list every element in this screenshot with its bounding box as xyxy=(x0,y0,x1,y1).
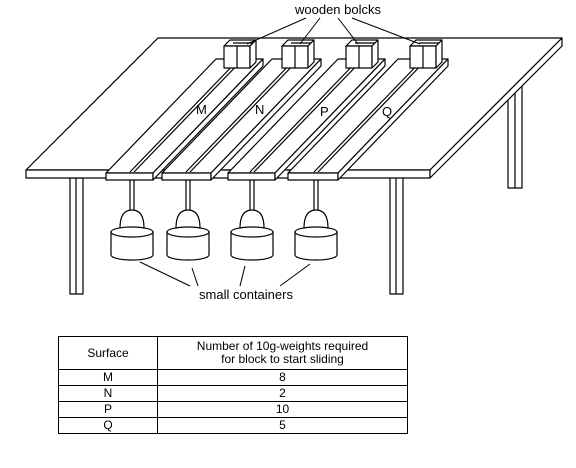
table-row: Q 5 xyxy=(58,417,408,434)
cell-weights: 5 xyxy=(157,417,408,434)
container xyxy=(230,209,274,261)
surface-label-n: N xyxy=(255,102,264,117)
blocks-label: wooden bolcks xyxy=(294,2,381,17)
cell-surface: Q xyxy=(58,417,158,434)
results-table: Surface Number of 10g-weights required f… xyxy=(58,336,408,434)
strings xyxy=(129,57,429,210)
small-containers xyxy=(110,209,338,261)
surface-label-q: Q xyxy=(382,104,392,119)
table-row: M 8 xyxy=(58,369,408,386)
container xyxy=(110,209,154,261)
wooden-block xyxy=(409,39,443,69)
cell-weights: 8 xyxy=(157,369,408,386)
container xyxy=(294,209,338,261)
surface-label-m: M xyxy=(196,102,207,117)
table-row: P 10 xyxy=(58,401,408,418)
leader-lines xyxy=(139,17,421,287)
cell-surface: N xyxy=(58,385,158,402)
table-row: N 2 xyxy=(58,385,408,402)
container xyxy=(166,209,210,261)
cell-weights: 2 xyxy=(157,385,408,402)
containers-label: small containers xyxy=(199,287,293,302)
table-header-row: Surface Number of 10g-weights required f… xyxy=(58,336,408,370)
wooden-block xyxy=(281,39,315,69)
cell-surface: M xyxy=(58,369,158,386)
wooden-block xyxy=(345,39,379,69)
wooden-block xyxy=(223,39,257,69)
surface-boards xyxy=(105,58,449,181)
header-surface: Surface xyxy=(58,336,158,370)
surface-label-p: P xyxy=(320,104,329,119)
cell-surface: P xyxy=(58,401,158,418)
cell-weights: 10 xyxy=(157,401,408,418)
wooden-blocks xyxy=(223,39,443,69)
header-weights: Number of 10g-weights required for block… xyxy=(157,336,408,370)
table-legs xyxy=(69,83,523,295)
